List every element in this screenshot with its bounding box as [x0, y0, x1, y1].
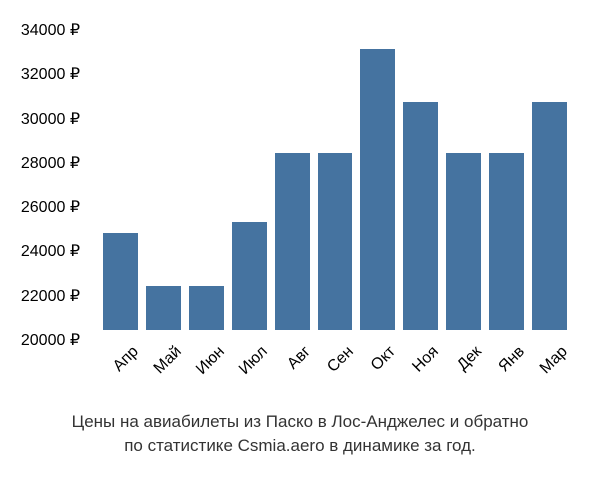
x-axis: АпрМайИюнИюлАвгСенОктНояДекЯнвМар: [95, 335, 575, 395]
bar: [103, 233, 138, 330]
bar: [360, 49, 395, 330]
bar: [489, 153, 524, 330]
bars-container: [95, 20, 575, 330]
bar: [446, 153, 481, 330]
bar: [232, 222, 267, 331]
chart-caption: Цены на авиабилеты из Паско в Лос-Анджел…: [0, 410, 600, 458]
bar: [318, 153, 353, 330]
price-chart: 20000 ₽22000 ₽24000 ₽26000 ₽28000 ₽30000…: [0, 10, 600, 490]
caption-line-1: Цены на авиабилеты из Паско в Лос-Анджел…: [0, 410, 600, 434]
bar: [532, 102, 567, 330]
plot-area: [95, 20, 575, 330]
bar: [275, 153, 310, 330]
x-tick-label: Мар: [534, 343, 600, 410]
bar: [189, 286, 224, 330]
caption-line-2: по статистике Csmia.aero в динамике за г…: [0, 434, 600, 458]
bar: [146, 286, 181, 330]
bar: [403, 102, 438, 330]
y-axis: 20000 ₽22000 ₽24000 ₽26000 ₽28000 ₽30000…: [0, 20, 90, 330]
